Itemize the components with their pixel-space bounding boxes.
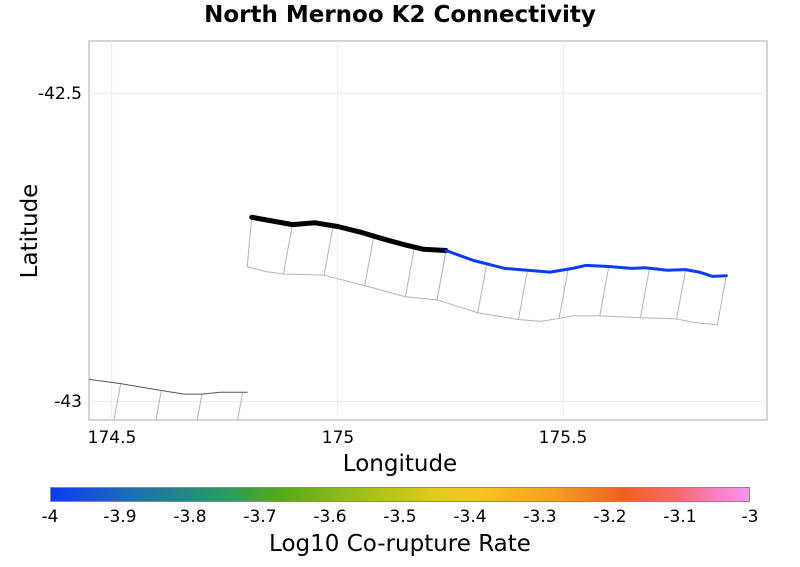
- colorbar-tick-label: -3.1: [663, 507, 697, 527]
- fault-dip-line: [436, 250, 447, 301]
- fault-dip-line: [639, 267, 650, 319]
- connected-fault-trace: [444, 249, 728, 278]
- colorbar-tick-label: -3.2: [593, 507, 627, 527]
- colorbar-tick-label: -3: [741, 507, 759, 527]
- colorbar-tick-label: -3.9: [103, 507, 137, 527]
- fault-dip-line: [237, 391, 244, 420]
- chart-title: North Mernoo K2 Connectivity: [204, 2, 596, 28]
- fault-base-outline: [436, 299, 718, 326]
- x-tick-label: 174.5: [87, 428, 137, 448]
- colorbar-tick-label: -3.8: [173, 507, 207, 527]
- neighbour-fault-trace: [89, 378, 248, 395]
- x-tick-label: 175: [321, 428, 355, 448]
- x-tick-label: 175.5: [538, 428, 588, 448]
- colorbar-tick-label: -3.4: [453, 507, 487, 527]
- fault-dip-line: [155, 389, 162, 420]
- fault-dip-line: [404, 246, 415, 298]
- plot-area: [88, 40, 768, 421]
- x-axis-label: Longitude: [342, 451, 458, 477]
- fault-dip-line: [477, 262, 488, 314]
- grid: [89, 41, 767, 420]
- colorbar: [50, 487, 750, 502]
- fault-dip-line: [517, 269, 528, 321]
- colorbar-tick-label: -3.6: [313, 507, 347, 527]
- y-tick-label: -42.5: [38, 84, 82, 104]
- fault-dip-line: [323, 225, 334, 276]
- fault-dip-line: [558, 268, 569, 319]
- y-tick-label: -43: [54, 392, 82, 412]
- fault-dip-line: [196, 393, 203, 420]
- fault-layer: [89, 214, 728, 420]
- colorbar-tick-label: -3.5: [383, 507, 417, 527]
- fault-dip-line: [364, 235, 375, 287]
- fault-dip-line: [676, 269, 687, 320]
- colorbar-tick-label: -3.3: [523, 507, 557, 527]
- fault-dip-line: [716, 275, 727, 326]
- fault-dip-line: [599, 266, 610, 317]
- fault-dip-line: [246, 216, 253, 268]
- fault-dip-line: [113, 383, 122, 420]
- colorbar-label: Log10 Co-rupture Rate: [269, 531, 531, 557]
- y-axis-label: Latitude: [17, 183, 43, 279]
- source-fault-trace: [249, 214, 449, 254]
- fault-dip-line: [282, 224, 293, 275]
- colorbar-tick-label: -4: [41, 507, 59, 527]
- colorbar-tick-label: -3.7: [243, 507, 277, 527]
